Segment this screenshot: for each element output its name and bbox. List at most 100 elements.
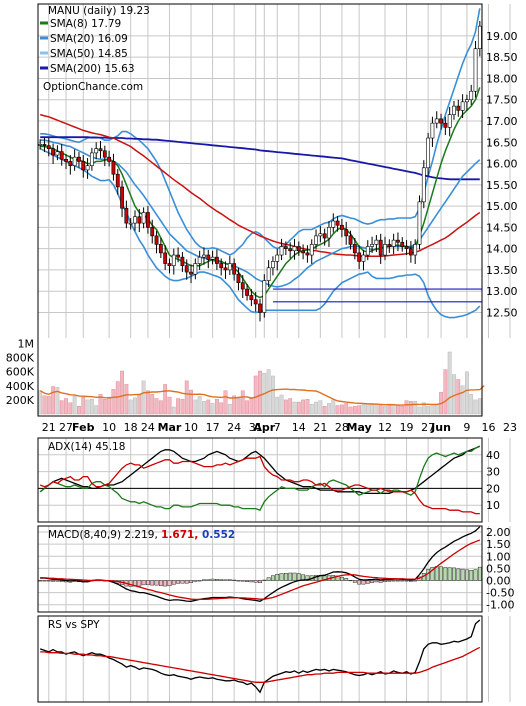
date-tick-label: 21 xyxy=(42,421,56,434)
candle-body xyxy=(167,263,172,266)
candle-body xyxy=(46,145,51,149)
date-tick-label: 31 xyxy=(249,421,263,434)
adx-series-line xyxy=(39,445,481,495)
candle-body xyxy=(266,267,271,281)
candle-body xyxy=(102,150,107,158)
volume-bar xyxy=(180,399,185,415)
volume-bar xyxy=(413,401,418,415)
candle-body xyxy=(124,207,129,224)
macd-histogram-bar xyxy=(439,566,443,581)
volume-bar xyxy=(426,406,431,415)
candle-body xyxy=(223,267,228,271)
candle-body xyxy=(314,235,318,245)
volume-bar xyxy=(102,399,107,415)
macd-histogram-bar xyxy=(396,580,400,582)
volume-bar xyxy=(64,398,68,415)
macd-label: MACD(8,40,9) 2.219, 1.671, 0.552 xyxy=(48,529,235,541)
candle-body xyxy=(344,229,349,237)
candle-body xyxy=(460,101,465,111)
adx-axis-tick-label: 10 xyxy=(486,499,500,512)
volume-bar xyxy=(396,405,400,415)
candle-body xyxy=(258,303,262,313)
volume-bar xyxy=(361,404,366,415)
volume-bar xyxy=(128,399,133,415)
candle-body xyxy=(210,256,215,260)
volume-tick-label: 400K xyxy=(6,380,35,393)
macd-histogram-bar xyxy=(137,580,142,587)
price-axis-tick-label: 12.50 xyxy=(486,306,518,319)
volume-bar xyxy=(314,401,318,415)
volume-bar xyxy=(184,380,189,415)
candle-body xyxy=(245,288,249,296)
volume-bar xyxy=(42,395,47,415)
date-tick-label: 24 xyxy=(141,421,155,434)
macd-histogram-bar xyxy=(279,573,284,581)
volume-bar xyxy=(249,398,254,415)
volume-bar xyxy=(469,394,474,415)
date-tick-label: 27 xyxy=(59,421,73,434)
macd-histogram-bar xyxy=(227,579,232,581)
candle-body xyxy=(55,151,60,156)
macd-histogram-bar xyxy=(158,580,163,587)
candle-body xyxy=(413,244,418,256)
volume-bar xyxy=(258,370,262,415)
macd-histogram-bar xyxy=(262,579,267,581)
macd-histogram-bar xyxy=(184,580,189,584)
rs-label: RS vs SPY xyxy=(48,619,100,631)
candle-body xyxy=(452,105,456,115)
date-tick-label: 14 xyxy=(292,421,306,434)
volume-bar xyxy=(365,403,370,415)
adx-axis-tick-label: 20 xyxy=(486,482,500,495)
macd-histogram-bar xyxy=(408,580,413,582)
adx-label: ADX(14) 45.18 xyxy=(48,441,125,453)
candle-body xyxy=(236,273,241,283)
macd-histogram-bar xyxy=(197,580,202,582)
macd-histogram-bar xyxy=(344,578,349,581)
date-tick-label: 23 xyxy=(503,421,517,434)
candle-body xyxy=(361,254,366,262)
volume-bar xyxy=(81,396,86,415)
macd-histogram-bar xyxy=(141,580,146,586)
date-tick-label: 27 xyxy=(421,421,435,434)
volume-bar xyxy=(465,371,469,415)
price-axis-tick-label: 13.50 xyxy=(486,264,518,277)
volume-bar xyxy=(421,402,426,415)
candle-body xyxy=(232,263,237,275)
volume-bar xyxy=(477,398,482,415)
date-tick-label: 19 xyxy=(400,421,414,434)
macd-histogram-bar xyxy=(283,573,288,581)
candle-body xyxy=(111,161,116,175)
volume-bar xyxy=(55,387,60,415)
volume-bar xyxy=(271,375,275,415)
volume-bar xyxy=(292,401,297,415)
macd-histogram-bar xyxy=(357,580,362,585)
volume-bar xyxy=(352,406,357,415)
volume-bar xyxy=(232,395,237,415)
candle-body xyxy=(98,148,103,152)
date-tick-label: 24 xyxy=(227,421,241,434)
volume-bar xyxy=(150,394,155,415)
macd-axis-tick-label: 0.50 xyxy=(486,562,511,575)
volume-bar xyxy=(124,384,129,415)
volume-bar xyxy=(214,399,219,415)
macd-histogram-bar xyxy=(275,574,280,581)
volume-bar xyxy=(94,405,99,415)
candle-body xyxy=(262,280,267,313)
volume-bar xyxy=(408,401,413,415)
macd-histogram-bar xyxy=(387,580,392,582)
candle-body xyxy=(271,261,275,269)
volume-tick-label: 200K xyxy=(6,394,35,407)
date-tick-label: 7 xyxy=(274,421,281,434)
candle-body xyxy=(42,144,47,146)
date-tick-label: 10 xyxy=(102,421,116,434)
macd-histogram-bar xyxy=(271,575,275,581)
volume-tick-label: 800K xyxy=(6,352,35,365)
volume-bar xyxy=(202,401,206,415)
macd-histogram-bar xyxy=(150,580,155,586)
volume-bar xyxy=(456,379,461,415)
macd-histogram-bar xyxy=(128,580,133,587)
macd-histogram-bar xyxy=(400,580,405,582)
candle-body xyxy=(396,239,400,243)
macd-histogram-bar xyxy=(176,580,180,584)
volume-bar xyxy=(89,399,94,415)
